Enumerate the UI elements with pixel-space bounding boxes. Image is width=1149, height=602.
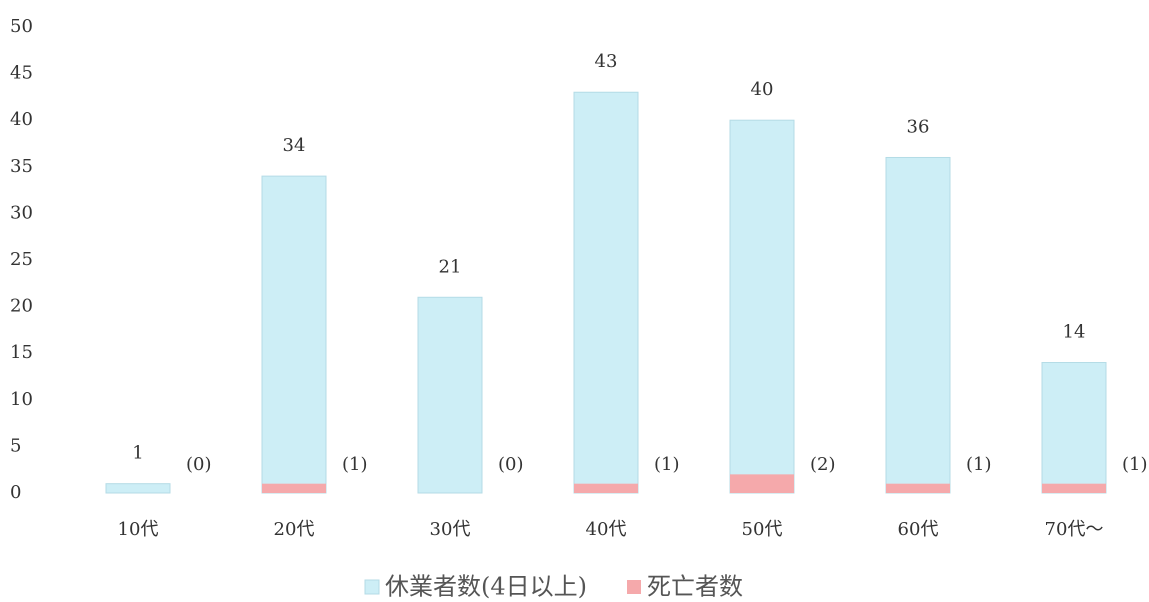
y-tick-label: 10 <box>10 389 33 410</box>
bar <box>886 483 950 493</box>
x-tick-label: 70代～ <box>1045 519 1104 540</box>
value-label: (0) <box>498 454 524 475</box>
value-label: 1 <box>132 443 143 464</box>
x-tick-label: 10代 <box>118 519 159 540</box>
y-tick-label: 0 <box>10 482 21 503</box>
y-tick-label: 15 <box>10 342 33 363</box>
bar <box>105 483 171 494</box>
value-label: 14 <box>1063 322 1086 343</box>
x-tick-label: 30代 <box>430 519 471 540</box>
bar <box>573 91 639 494</box>
value-label: (2) <box>810 454 836 475</box>
bar <box>574 483 638 493</box>
bar <box>730 474 794 493</box>
value-label: 21 <box>439 256 462 277</box>
y-tick-label: 20 <box>10 296 33 317</box>
bar <box>885 156 951 494</box>
value-label: 40 <box>751 79 774 100</box>
legend-label: 死亡者数 <box>647 573 743 601</box>
x-tick-label: 50代 <box>742 519 783 540</box>
legend-swatch <box>627 580 641 594</box>
y-tick-label: 50 <box>10 16 33 37</box>
y-tick-label: 30 <box>10 202 33 223</box>
x-tick-label: 60代 <box>898 519 939 540</box>
value-label: 36 <box>907 116 930 137</box>
value-label: 43 <box>595 51 618 72</box>
value-label: (1) <box>966 454 992 475</box>
legend: 休業者数(4日以上) 死亡者数 <box>364 573 743 601</box>
bar <box>1042 483 1106 493</box>
bar <box>729 119 795 494</box>
y-tick-label: 5 <box>10 435 21 456</box>
y-tick-label: 45 <box>10 63 33 84</box>
value-label: (1) <box>654 454 680 475</box>
value-label: 34 <box>283 135 306 156</box>
bar <box>261 175 327 494</box>
bar <box>262 483 326 493</box>
value-label: (1) <box>342 454 368 475</box>
x-tick-label: 20代 <box>274 519 315 540</box>
value-label: (1) <box>1122 454 1148 475</box>
bar <box>1041 362 1107 494</box>
legend-swatch <box>364 579 380 595</box>
value-label: (0) <box>186 454 212 475</box>
y-tick-label: 25 <box>10 249 33 270</box>
x-tick-label: 40代 <box>586 519 627 540</box>
legend-label: 休業者数(4日以上) <box>385 573 587 601</box>
y-tick-label: 40 <box>10 109 33 130</box>
bar <box>417 296 483 494</box>
y-tick-label: 35 <box>10 156 33 177</box>
